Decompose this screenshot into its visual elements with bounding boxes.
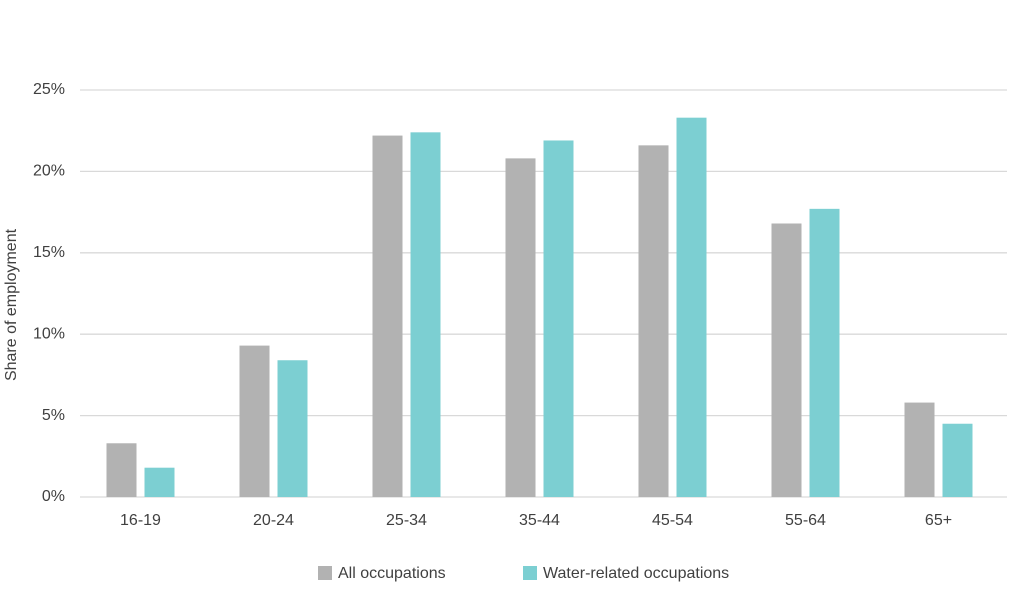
y-axis-title: Share of employment bbox=[3, 228, 20, 381]
bar bbox=[239, 345, 270, 497]
bar bbox=[809, 208, 840, 497]
bar bbox=[543, 140, 574, 497]
legend-label: All occupations bbox=[338, 565, 446, 582]
legend-swatch bbox=[523, 566, 537, 580]
legend-swatch bbox=[318, 566, 332, 580]
bar bbox=[505, 158, 536, 497]
y-tick-label: 25% bbox=[33, 81, 65, 98]
bar bbox=[277, 360, 308, 497]
x-tick-label: 65+ bbox=[925, 512, 952, 529]
bar bbox=[410, 132, 441, 497]
y-tick-label: 0% bbox=[42, 488, 65, 505]
y-tick-label: 20% bbox=[33, 163, 65, 180]
bar bbox=[638, 145, 669, 498]
bar bbox=[372, 135, 403, 498]
legend-label: Water-related occupations bbox=[543, 565, 729, 582]
y-tick-label: 10% bbox=[33, 325, 65, 342]
bar bbox=[904, 402, 935, 497]
x-tick-label: 55-64 bbox=[785, 512, 826, 529]
x-tick-label: 16-19 bbox=[120, 512, 161, 529]
y-tick-label: 15% bbox=[33, 244, 65, 261]
bar bbox=[676, 117, 707, 498]
y-tick-label: 5% bbox=[42, 407, 65, 424]
x-tick-label: 20-24 bbox=[253, 512, 294, 529]
bar bbox=[106, 443, 137, 497]
x-tick-label: 35-44 bbox=[519, 512, 560, 529]
x-tick-label: 25-34 bbox=[386, 512, 427, 529]
bar bbox=[771, 223, 802, 497]
bar bbox=[144, 467, 175, 497]
bar bbox=[942, 423, 973, 497]
x-tick-label: 45-54 bbox=[652, 512, 693, 529]
